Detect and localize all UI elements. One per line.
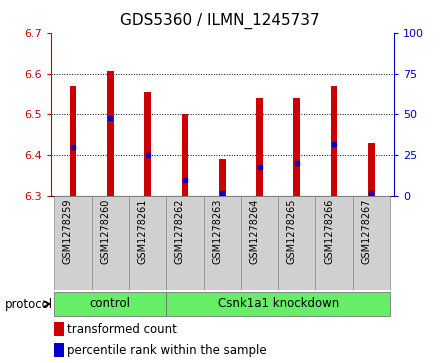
Bar (315, 196, 353, 290)
Text: GSM1278260: GSM1278260 (100, 199, 110, 264)
Text: transformed count: transformed count (67, 323, 177, 336)
Text: GSM1278263: GSM1278263 (212, 199, 222, 264)
Text: GSM1278262: GSM1278262 (175, 199, 185, 264)
Text: GSM1278259: GSM1278259 (63, 199, 73, 264)
Bar (166, 292, 390, 316)
Text: GSM1278261: GSM1278261 (138, 199, 147, 264)
Bar (204, 196, 241, 290)
Bar (219, 159, 226, 196)
Bar (54, 322, 64, 337)
Bar (166, 196, 204, 290)
Bar (70, 86, 77, 196)
Text: GSM1278267: GSM1278267 (361, 199, 371, 264)
Text: protocol: protocol (4, 298, 52, 310)
Bar (54, 196, 92, 290)
Bar (256, 98, 263, 196)
Bar (144, 92, 151, 196)
Bar (54, 292, 166, 316)
Bar (92, 196, 129, 290)
Bar (107, 72, 114, 196)
Bar (241, 196, 278, 290)
Bar (278, 196, 315, 290)
Bar (182, 114, 188, 196)
Bar (353, 196, 390, 290)
Bar (54, 343, 64, 357)
Bar (293, 98, 300, 196)
Bar (331, 86, 337, 196)
Text: GSM1278264: GSM1278264 (249, 199, 260, 264)
Text: control: control (90, 297, 131, 310)
Bar (368, 143, 375, 196)
Bar (129, 196, 166, 290)
Text: GSM1278266: GSM1278266 (324, 199, 334, 264)
Text: GDS5360 / ILMN_1245737: GDS5360 / ILMN_1245737 (120, 13, 320, 29)
Text: percentile rank within the sample: percentile rank within the sample (67, 344, 267, 357)
Text: GSM1278265: GSM1278265 (287, 199, 297, 264)
Text: Csnk1a1 knockdown: Csnk1a1 knockdown (217, 297, 339, 310)
